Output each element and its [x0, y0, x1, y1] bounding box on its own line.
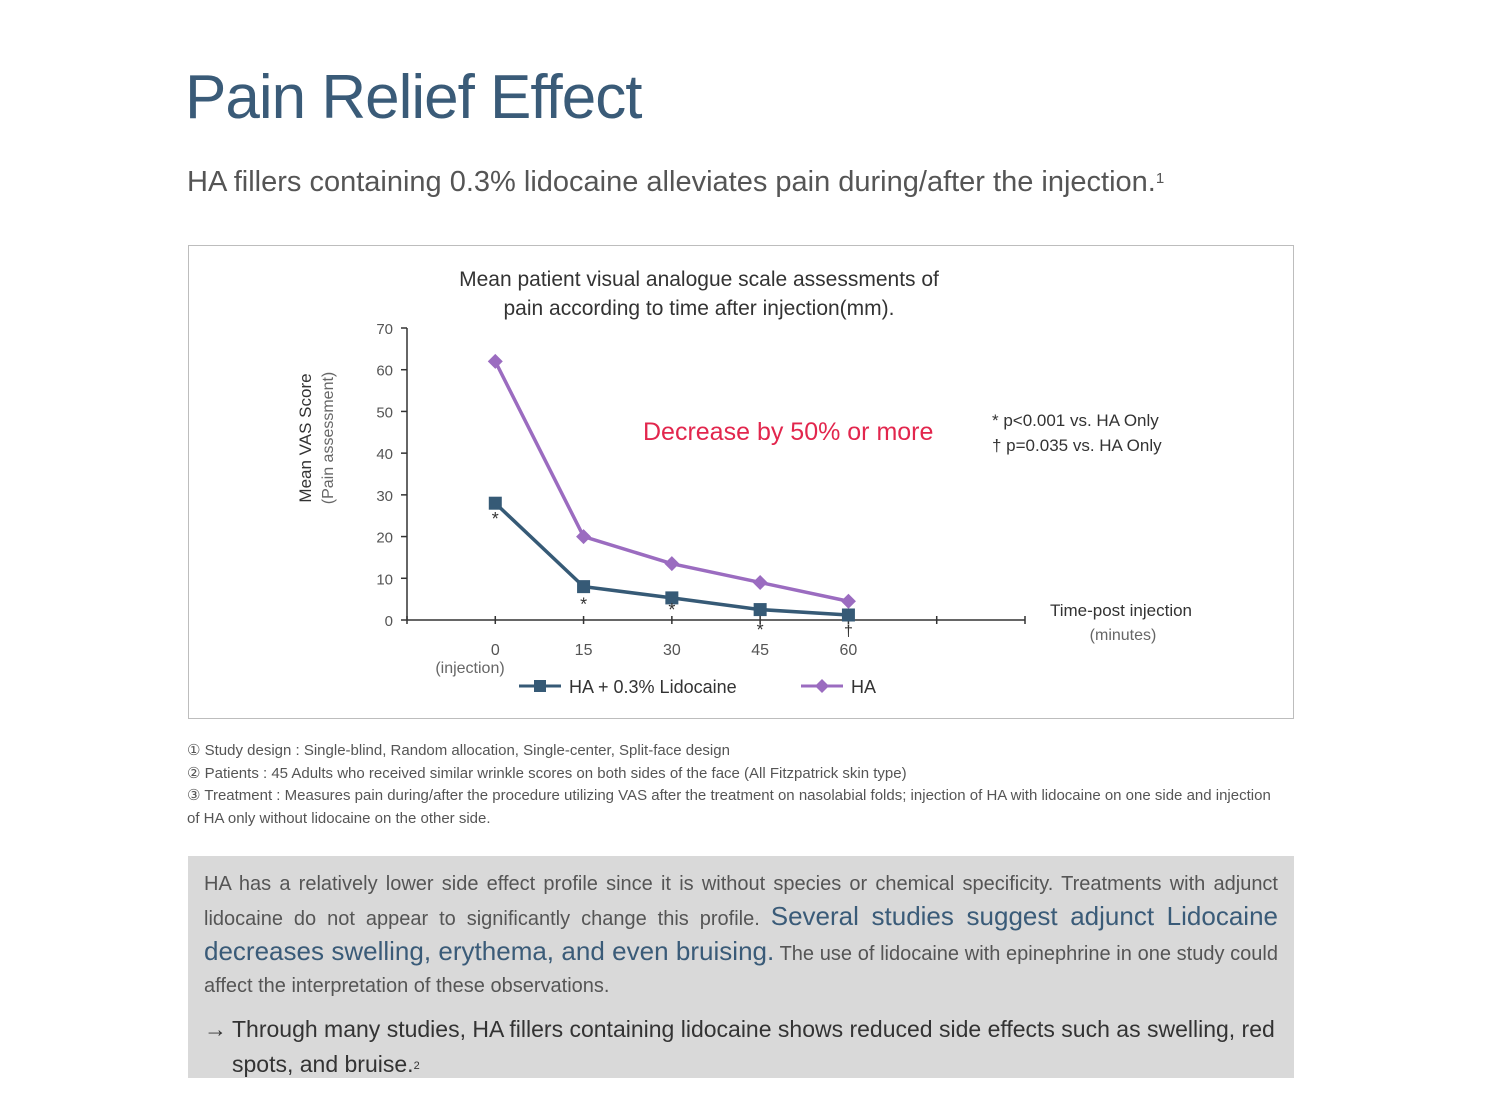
chart-title-line1: Mean patient visual analogue scale asses…	[459, 268, 939, 291]
legend-label-lidocaine: HA + 0.3% Lidocaine	[569, 677, 737, 697]
data-point-ha	[840, 593, 856, 609]
x-axis-sublabel: (minutes)	[1090, 627, 1157, 644]
x-tick-label: 0	[491, 642, 500, 659]
legend-marker-ha	[815, 679, 829, 693]
data-point-ha	[576, 529, 592, 545]
chart-title-line2: pain according to time after injection(m…	[504, 297, 895, 320]
y-tick-label: 0	[385, 613, 393, 630]
data-point-ha	[487, 353, 503, 369]
chart-svg: Mean patient visual analogue scale asses…	[296, 268, 1192, 697]
data-point-lidocaine	[577, 580, 591, 594]
x-tick-label: 30	[663, 642, 681, 659]
arrow-icon: →	[204, 1016, 227, 1042]
x-tick-label: 15	[575, 642, 593, 659]
note-treatment: ③ Treatment : Measures pain during/after…	[187, 787, 1271, 827]
x-tick-sublabel: (injection)	[435, 660, 504, 677]
y-tick-label: 70	[376, 321, 393, 338]
chart-axes: 0 10 20 30 40 50 60 70 0 15 30 45 60	[376, 321, 1026, 659]
summary-box: HA has a relatively lower side effect pr…	[188, 856, 1294, 1078]
chart-container: Mean patient visual analogue scale asses…	[188, 245, 1294, 719]
significance-marker: *	[580, 595, 587, 615]
data-point-lidocaine	[665, 591, 679, 605]
subtitle-reference: 1	[1155, 170, 1165, 187]
summary-paragraph: HA has a relatively lower side effect pr…	[204, 868, 1278, 1002]
conclusion-reference: 2	[413, 1060, 420, 1072]
significance-marker: *	[757, 620, 764, 640]
y-tick-label: 20	[376, 530, 393, 547]
significance-note-2: † p=0.035 vs. HA Only	[992, 436, 1162, 455]
conclusion-text: Through many studies, HA fillers contain…	[232, 1016, 1275, 1077]
callout-text: Decrease by 50% or more	[643, 418, 933, 446]
legend-marker-lidocaine	[534, 680, 546, 692]
note-study-design: ① Study design : Single-blind, Random al…	[187, 742, 730, 759]
y-tick-label: 40	[376, 446, 393, 463]
x-tick-label: 60	[840, 642, 858, 659]
subtitle-text: HA fillers containing 0.3% lidocaine all…	[187, 166, 1156, 198]
summary-conclusion: → Through many studies, HA fillers contai…	[204, 1012, 1278, 1082]
note-patients: ② Patients : 45 Adults who received simi…	[187, 764, 907, 782]
data-point-ha	[752, 574, 768, 590]
significance-note-1: * p<0.001 vs. HA Only	[992, 411, 1159, 430]
data-point-lidocaine	[488, 496, 502, 510]
significance-marker: *	[492, 509, 499, 529]
data-point-lidocaine	[753, 603, 767, 617]
summary-text-after: The use of lidocaine with epinephrine in…	[204, 943, 1278, 997]
page-subtitle: HA fillers containing 0.3% lidocaine all…	[187, 166, 1164, 199]
study-notes: ① Study design : Single-blind, Random al…	[187, 740, 1287, 830]
data-point-lidocaine	[841, 608, 855, 622]
y-axis-sublabel: (Pain assessment)	[320, 372, 337, 505]
y-axis-label: Mean VAS Score	[296, 373, 315, 502]
y-tick-label: 60	[376, 363, 393, 380]
y-tick-label: 50	[376, 404, 393, 421]
page-title: Pain Relief Effect	[185, 63, 642, 132]
legend: HA + 0.3% Lidocaine HA	[519, 677, 876, 697]
chart-series: * * * * †	[487, 353, 856, 640]
x-tick-label: 45	[751, 642, 769, 659]
summary-highlight: Several studies suggest adjunct Lidocain…	[204, 901, 1278, 966]
significance-marker: †	[844, 623, 853, 640]
data-point-ha	[664, 556, 680, 572]
y-tick-label: 30	[376, 488, 393, 505]
legend-label-ha: HA	[851, 677, 876, 697]
y-tick-label: 10	[376, 571, 393, 588]
summary-text-before: HA has a relatively lower side effect pr…	[204, 873, 1278, 930]
x-axis-label: Time-post injection	[1050, 601, 1192, 620]
significance-marker: *	[668, 600, 675, 620]
